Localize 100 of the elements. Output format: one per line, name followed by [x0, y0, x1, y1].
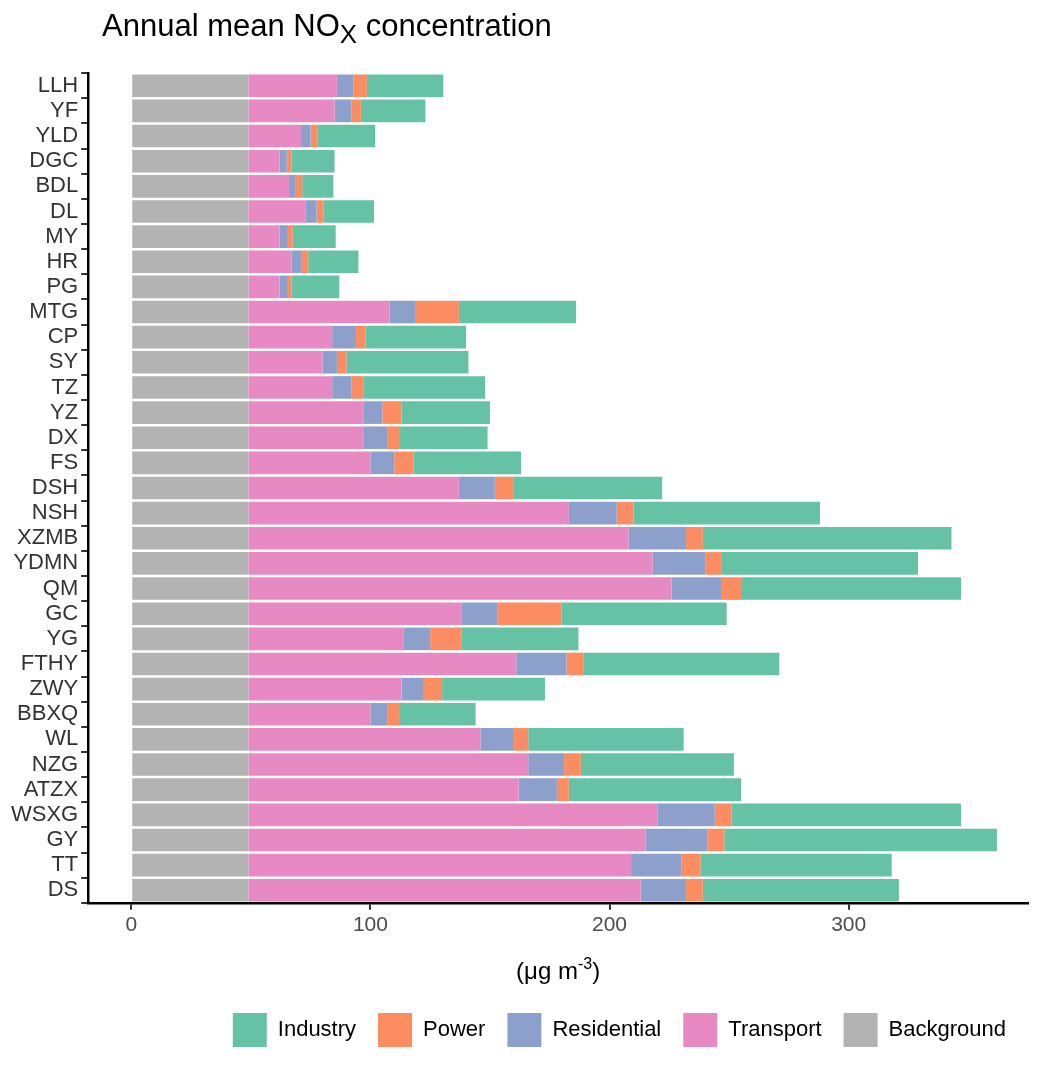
bar [279, 225, 288, 249]
legend-label: Transport [728, 1016, 822, 1042]
x-tick-label: 300 [831, 912, 867, 936]
y-tick-label: YF [50, 97, 79, 123]
bar [291, 275, 340, 299]
bar [248, 803, 658, 827]
bar [132, 602, 249, 626]
y-tick-label: NSH [31, 499, 79, 525]
bar [518, 778, 557, 802]
bar [389, 300, 416, 324]
bar [132, 225, 249, 249]
bar [399, 426, 488, 450]
bar [513, 728, 529, 751]
bar [287, 225, 293, 249]
bar [430, 627, 462, 651]
bar [686, 527, 703, 550]
bar [741, 577, 962, 601]
bar [132, 426, 249, 450]
bar [628, 527, 687, 550]
bar [132, 828, 249, 852]
y-tick-label: YDMN [13, 549, 79, 575]
y-tick-label: DSH [31, 474, 79, 500]
bar [248, 502, 569, 525]
bar [370, 703, 388, 726]
bar [631, 853, 682, 877]
bar [461, 602, 498, 626]
bar [132, 451, 249, 475]
bar [132, 502, 249, 525]
bar [291, 150, 335, 173]
bar [132, 577, 249, 601]
bar [640, 879, 687, 902]
y-tick-label: MTG [29, 298, 79, 324]
bar [528, 728, 684, 751]
bar [132, 250, 249, 274]
bar [132, 401, 249, 425]
bar [497, 602, 562, 626]
y-tick-label: DGC [29, 147, 79, 173]
bar [714, 803, 732, 827]
bar [248, 753, 529, 777]
bar [248, 401, 364, 425]
bar [292, 225, 336, 249]
bar [132, 778, 249, 802]
bar [248, 652, 517, 676]
bar [132, 150, 249, 173]
bar [336, 74, 354, 98]
y-tick-label: WL [45, 725, 79, 751]
bar [528, 753, 565, 777]
y-tick-label: QM [42, 574, 79, 600]
bar [387, 426, 400, 450]
y-tick-label: DS [47, 876, 79, 902]
bar [645, 828, 708, 852]
legend-label: Background [888, 1016, 1007, 1042]
bar [652, 552, 706, 575]
bar [248, 74, 337, 98]
bar [279, 150, 287, 173]
legend-label: Power [423, 1016, 486, 1042]
bar [132, 677, 249, 701]
x-tick-label: 200 [592, 912, 628, 936]
y-tick-label: BBXQ [17, 700, 79, 726]
bar [332, 376, 352, 399]
bar [401, 677, 424, 701]
y-tick-label: TZ [51, 373, 79, 399]
y-tick-label: LLH [37, 72, 79, 98]
bar [370, 451, 395, 475]
bar [132, 728, 249, 751]
bar [132, 652, 249, 676]
bar [516, 652, 567, 676]
bar [580, 753, 734, 777]
bar [248, 879, 641, 902]
bar [394, 451, 414, 475]
y-tick-label: GC [45, 599, 79, 625]
bar [248, 99, 335, 123]
bar [248, 250, 292, 274]
bar [248, 150, 280, 173]
bar [248, 451, 371, 475]
bar [132, 275, 249, 299]
bar [248, 828, 646, 852]
bar [336, 351, 347, 374]
bar [671, 577, 722, 601]
y-tick-label: FTHY [20, 650, 79, 676]
bar [132, 326, 249, 349]
bar [248, 728, 481, 751]
bar [248, 677, 402, 701]
y-tick-label: WSXG [10, 801, 79, 827]
bar [681, 853, 701, 877]
bar [721, 552, 918, 575]
bar [323, 200, 374, 223]
bar [248, 426, 364, 450]
bar [291, 250, 302, 274]
bar [248, 326, 333, 349]
bar [248, 300, 390, 324]
y-tick-label: GY [46, 826, 79, 852]
bar [686, 879, 703, 902]
bar [301, 250, 309, 274]
y-tick-label: ATZX [23, 775, 79, 801]
y-tick-label: SY [48, 348, 79, 374]
bar [248, 200, 306, 223]
bar [458, 300, 577, 324]
bar [132, 527, 249, 550]
bar [248, 602, 462, 626]
